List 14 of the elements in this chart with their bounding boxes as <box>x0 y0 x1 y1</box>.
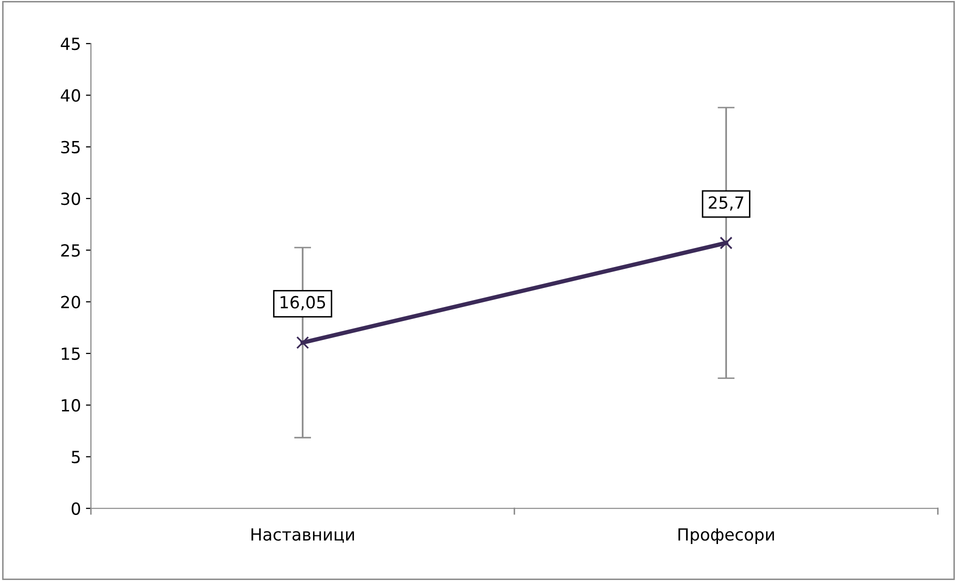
y-tick-label: 40 <box>60 89 80 102</box>
y-tick-label: 5 <box>72 450 80 464</box>
y-tick-label: 25 <box>61 244 80 257</box>
y-tick-label: 15 <box>62 348 80 360</box>
y-tick-label: 0 <box>72 502 80 515</box>
data-label: 25,7 <box>708 196 744 211</box>
x-tick-label: Наставници <box>252 528 354 543</box>
y-tick-label: 35 <box>61 140 80 154</box>
y-tick-label: 30 <box>61 192 80 206</box>
y-tick-label: 45 <box>60 38 80 50</box>
y-tick-label: 10 <box>62 399 80 412</box>
x-tick-label: Професори <box>678 528 774 544</box>
y-tick-label: 20 <box>61 296 80 308</box>
data-label: 16,05 <box>280 296 326 310</box>
